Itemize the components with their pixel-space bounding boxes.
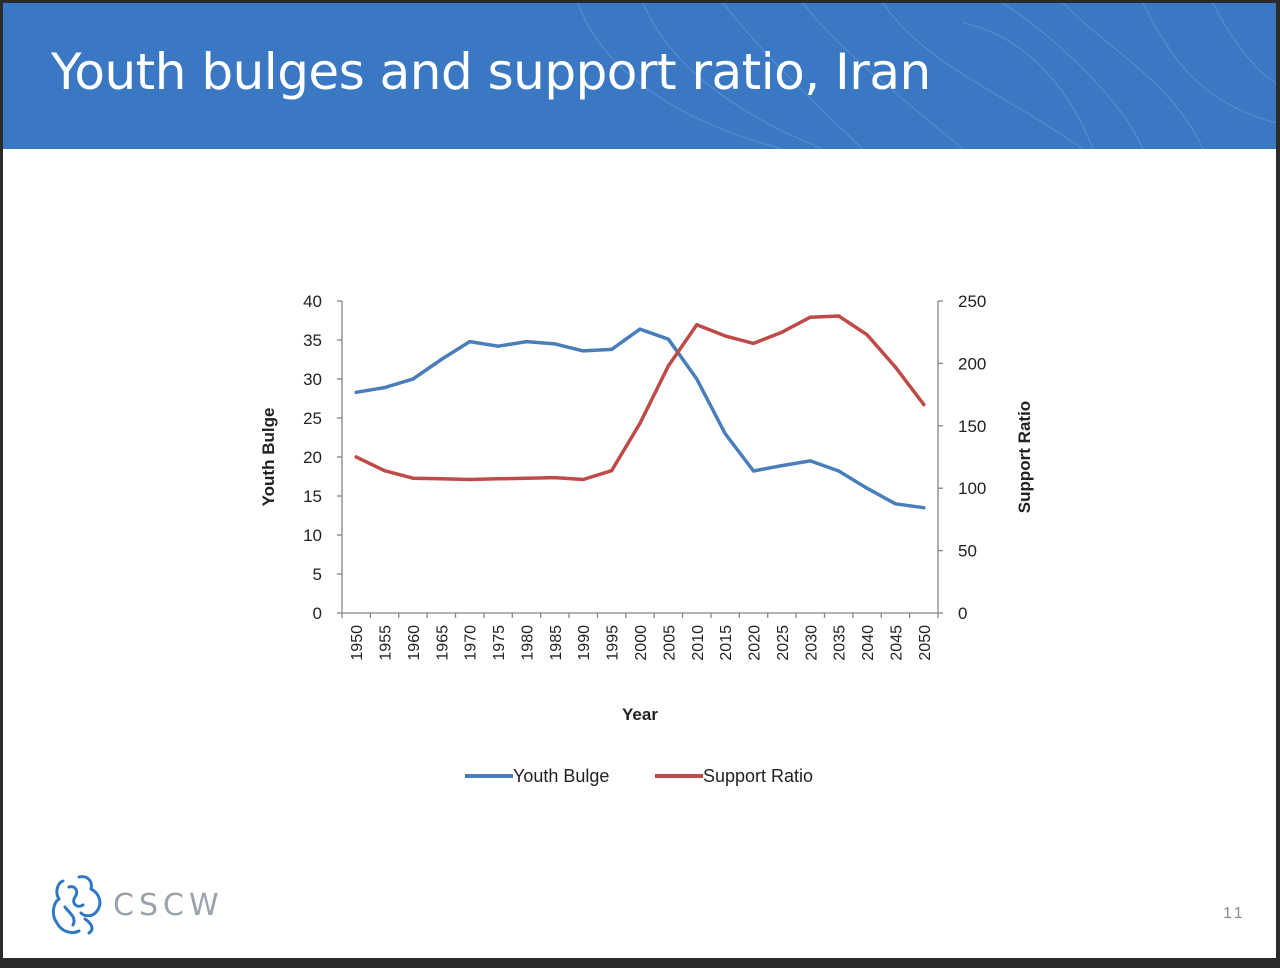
support-ratio-point xyxy=(610,469,614,473)
youth-bulge-point xyxy=(751,469,756,473)
logo-text: CSCW xyxy=(113,887,224,923)
support-ratio-point xyxy=(893,365,898,369)
support-ratio-point xyxy=(780,330,784,334)
support-ratio-point xyxy=(496,477,500,481)
x-tick-label: 2010 xyxy=(690,625,707,661)
legend-label-youth-bulge: Youth Bulge xyxy=(513,766,609,786)
youth-bulge-point xyxy=(893,502,898,506)
x-tick-label: 2000 xyxy=(633,625,650,661)
left-y-tick-label: 0 xyxy=(313,604,322,623)
youth-bulge-point xyxy=(496,344,500,348)
support-ratio-point xyxy=(524,476,529,480)
x-tick-label: 2005 xyxy=(661,625,678,661)
right-y-tick-label: 200 xyxy=(958,354,986,373)
x-tick-label: 2050 xyxy=(917,625,934,661)
youth-bulge-point xyxy=(581,349,585,353)
right-y-tick-label: 250 xyxy=(958,292,986,311)
support-ratio-point xyxy=(808,315,812,319)
support-ratio-line xyxy=(354,314,926,482)
support-ratio-point xyxy=(723,334,727,338)
youth-bulge-point xyxy=(553,342,557,346)
youth-bulge-point xyxy=(808,459,812,463)
support-ratio-point xyxy=(865,333,869,337)
right-y-axis-title: Support Ratio xyxy=(1015,401,1034,513)
x-tick-label: 2045 xyxy=(888,625,905,661)
support-ratio-point xyxy=(751,341,756,346)
cscw-logo-icon xyxy=(51,875,102,935)
youth-bulge-point xyxy=(666,337,670,341)
right-y-tick-label: 100 xyxy=(958,479,986,498)
youth-bulge-line xyxy=(354,327,926,510)
support-ratio-point xyxy=(666,364,670,368)
youth-bulge-point xyxy=(695,377,699,381)
x-tick-label: 2015 xyxy=(718,625,735,661)
x-tick-label: 2025 xyxy=(775,625,792,661)
left-y-tick-label: 5 xyxy=(313,565,322,584)
support-ratio-point xyxy=(354,455,358,459)
legend-label-support-ratio: Support Ratio xyxy=(703,766,813,786)
youth-bulge-point xyxy=(524,339,529,344)
right-y-tick-label: 0 xyxy=(958,604,967,623)
youth-bulge-point xyxy=(837,469,841,473)
window-bottom-edge xyxy=(0,958,1280,968)
x-tick-label: 2020 xyxy=(747,625,764,661)
youth-bulge-point xyxy=(780,463,784,468)
x-tick-label: 1965 xyxy=(434,625,451,661)
youth-bulge-point xyxy=(865,486,869,490)
youth-bulge-point xyxy=(439,357,443,362)
left-y-tick-label: 20 xyxy=(303,448,322,467)
title-bar: Youth bulges and support ratio, Iran xyxy=(3,3,1276,149)
youth-bulge-point xyxy=(638,327,642,331)
x-tick-label: 1970 xyxy=(463,625,480,661)
x-tick-label: 2040 xyxy=(860,625,877,661)
support-ratio-point xyxy=(638,421,642,425)
title-bar-decoration xyxy=(577,3,1276,149)
x-tick-label: 1955 xyxy=(378,625,395,661)
support-ratio-point xyxy=(468,477,472,482)
youth-bulge-point xyxy=(382,385,387,390)
support-ratio-point xyxy=(553,475,557,480)
x-tick-label: 1975 xyxy=(491,625,508,661)
left-y-tick-label: 15 xyxy=(303,487,322,506)
left-y-axis-title: Youth Bulge xyxy=(259,408,278,507)
x-axis-title: Year xyxy=(622,705,658,724)
x-tick-label: 2030 xyxy=(803,625,820,661)
support-ratio-point xyxy=(382,469,387,473)
left-y-tick-label: 10 xyxy=(303,526,322,545)
left-y-tick-label: 30 xyxy=(303,370,322,389)
x-tick-label: 1985 xyxy=(548,625,565,661)
left-y-tick-label: 40 xyxy=(303,292,322,311)
support-ratio-point xyxy=(411,476,415,480)
x-tick-label: 1990 xyxy=(576,625,593,661)
youth-bulge-point xyxy=(610,347,614,351)
support-ratio-point xyxy=(695,323,699,327)
left-y-tick-label: 25 xyxy=(303,409,322,428)
right-y-tick-label: 150 xyxy=(958,417,986,436)
support-ratio-point xyxy=(837,314,841,318)
x-tick-label: 2035 xyxy=(832,625,849,661)
support-ratio-point xyxy=(581,477,585,482)
slide: Youth bulges and support ratio, Iran 0 5 1… xyxy=(3,3,1276,958)
cscw-logo: CSCW xyxy=(49,873,224,937)
x-tick-label: 1960 xyxy=(406,625,423,661)
youth-bulge-point xyxy=(922,506,926,510)
youth-bulge-point xyxy=(723,432,727,436)
youth-bulge-point xyxy=(468,339,472,344)
x-tick-label: 1980 xyxy=(519,625,536,661)
support-ratio-point xyxy=(922,402,926,407)
x-tick-label: 1950 xyxy=(349,625,366,661)
page-number: 11 xyxy=(1223,905,1246,922)
x-tick-label: 1995 xyxy=(605,625,622,661)
youth-bulge-point xyxy=(354,390,358,394)
right-y-tick-label: 50 xyxy=(958,542,977,561)
youth-bulge-point xyxy=(411,377,415,381)
slide-title: Youth bulges and support ratio, Iran xyxy=(51,43,931,101)
left-y-tick-label: 35 xyxy=(303,331,322,350)
support-ratio-point xyxy=(439,477,443,481)
